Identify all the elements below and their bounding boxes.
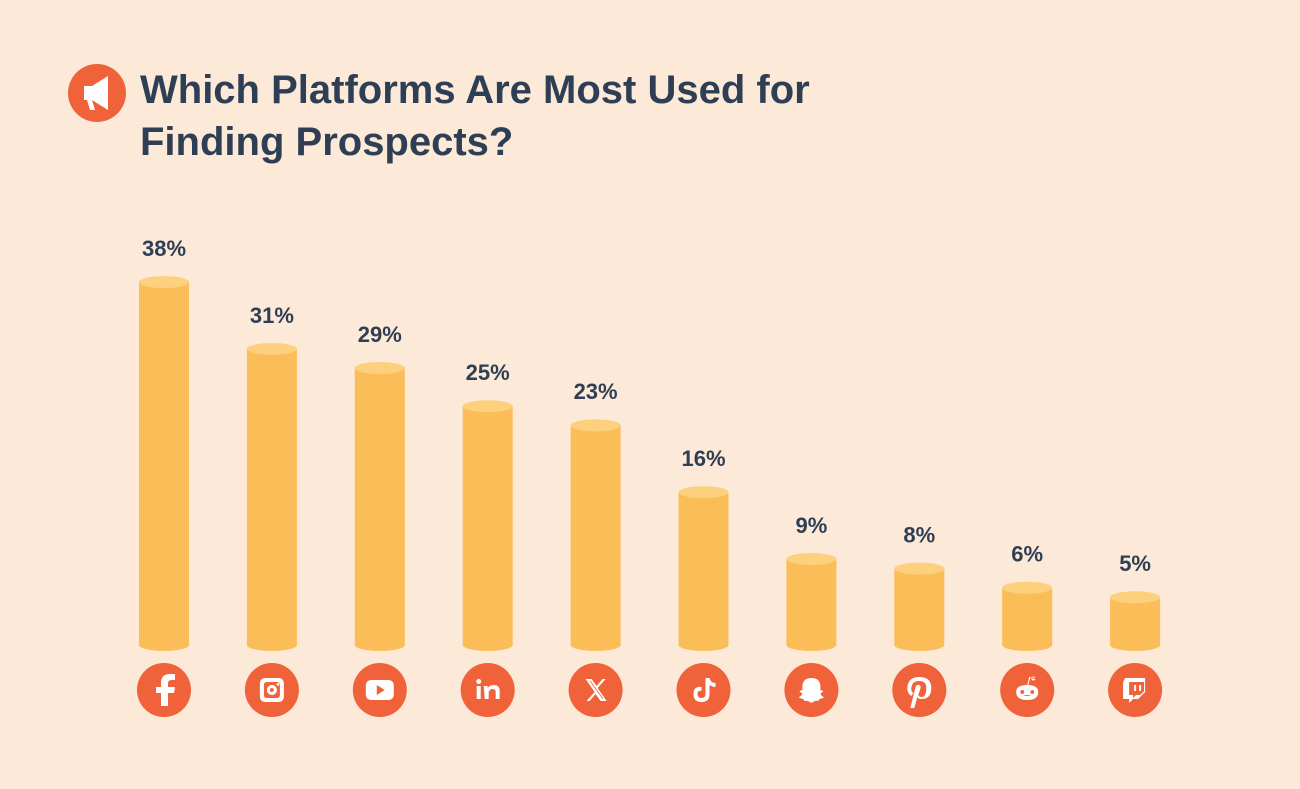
value-label: 8% bbox=[903, 522, 935, 547]
value-label: 16% bbox=[681, 446, 725, 471]
bar-group bbox=[139, 276, 189, 651]
icon-glyph bbox=[907, 677, 932, 708]
bar-group bbox=[246, 342, 297, 651]
bar-top bbox=[354, 362, 405, 375]
bar bbox=[462, 406, 513, 651]
value-label: 5% bbox=[1119, 551, 1151, 576]
bar-group bbox=[678, 486, 729, 651]
icon-glyph bbox=[585, 679, 607, 701]
bar-top bbox=[678, 486, 729, 499]
value-label: 23% bbox=[574, 379, 618, 404]
bar bbox=[894, 568, 945, 651]
platform-icon bbox=[244, 663, 299, 717]
platform-icon bbox=[1108, 663, 1163, 717]
platform-icon bbox=[352, 663, 407, 717]
bar-top bbox=[1110, 591, 1161, 604]
value-label: 25% bbox=[466, 360, 510, 385]
bar-top bbox=[570, 419, 621, 432]
value-label: 29% bbox=[358, 322, 402, 347]
icon-glyph bbox=[693, 678, 716, 702]
bar bbox=[246, 348, 297, 651]
bar bbox=[570, 425, 621, 651]
platform-icon bbox=[676, 663, 731, 717]
bar bbox=[139, 282, 189, 651]
value-label: 38% bbox=[142, 236, 186, 261]
icon-glyph bbox=[365, 680, 394, 700]
bar bbox=[1002, 587, 1053, 651]
value-label: 31% bbox=[250, 303, 294, 328]
bar bbox=[354, 368, 405, 651]
icon-circle bbox=[676, 663, 731, 717]
bar-group bbox=[1110, 591, 1161, 651]
icon-circle bbox=[352, 663, 407, 717]
bar-group bbox=[354, 362, 405, 651]
platform-icon bbox=[784, 663, 839, 717]
icon-circle bbox=[244, 663, 299, 717]
bar-group bbox=[786, 553, 837, 651]
chart-title: Which Platforms Are Most Used for Findin… bbox=[140, 68, 810, 164]
icon-glyph bbox=[1123, 678, 1146, 703]
icon-glyph bbox=[798, 678, 825, 703]
icon-glyph bbox=[476, 679, 500, 699]
platform-icon bbox=[892, 663, 947, 717]
platform-icon bbox=[1000, 663, 1055, 717]
bar-group bbox=[570, 419, 621, 651]
platform-icon bbox=[137, 663, 191, 717]
value-label: 6% bbox=[1011, 542, 1043, 567]
bar-top bbox=[786, 553, 837, 566]
bar bbox=[1110, 597, 1161, 651]
bar-group bbox=[1002, 581, 1053, 651]
bar-top bbox=[462, 400, 513, 413]
bar-top bbox=[894, 562, 945, 575]
bar-top bbox=[246, 342, 297, 355]
icon-glyph bbox=[156, 674, 175, 706]
bar-top bbox=[1002, 581, 1053, 594]
icon-glyph bbox=[1016, 676, 1039, 700]
bar bbox=[786, 559, 837, 651]
platform-icon bbox=[568, 663, 623, 717]
value-label: 9% bbox=[796, 513, 828, 538]
bar-group bbox=[462, 400, 513, 651]
bar-group bbox=[894, 562, 945, 651]
icon-glyph bbox=[259, 678, 284, 702]
platform-icon bbox=[460, 663, 515, 717]
bar-top bbox=[139, 276, 189, 289]
bar bbox=[678, 492, 729, 651]
title-icon bbox=[68, 64, 126, 122]
